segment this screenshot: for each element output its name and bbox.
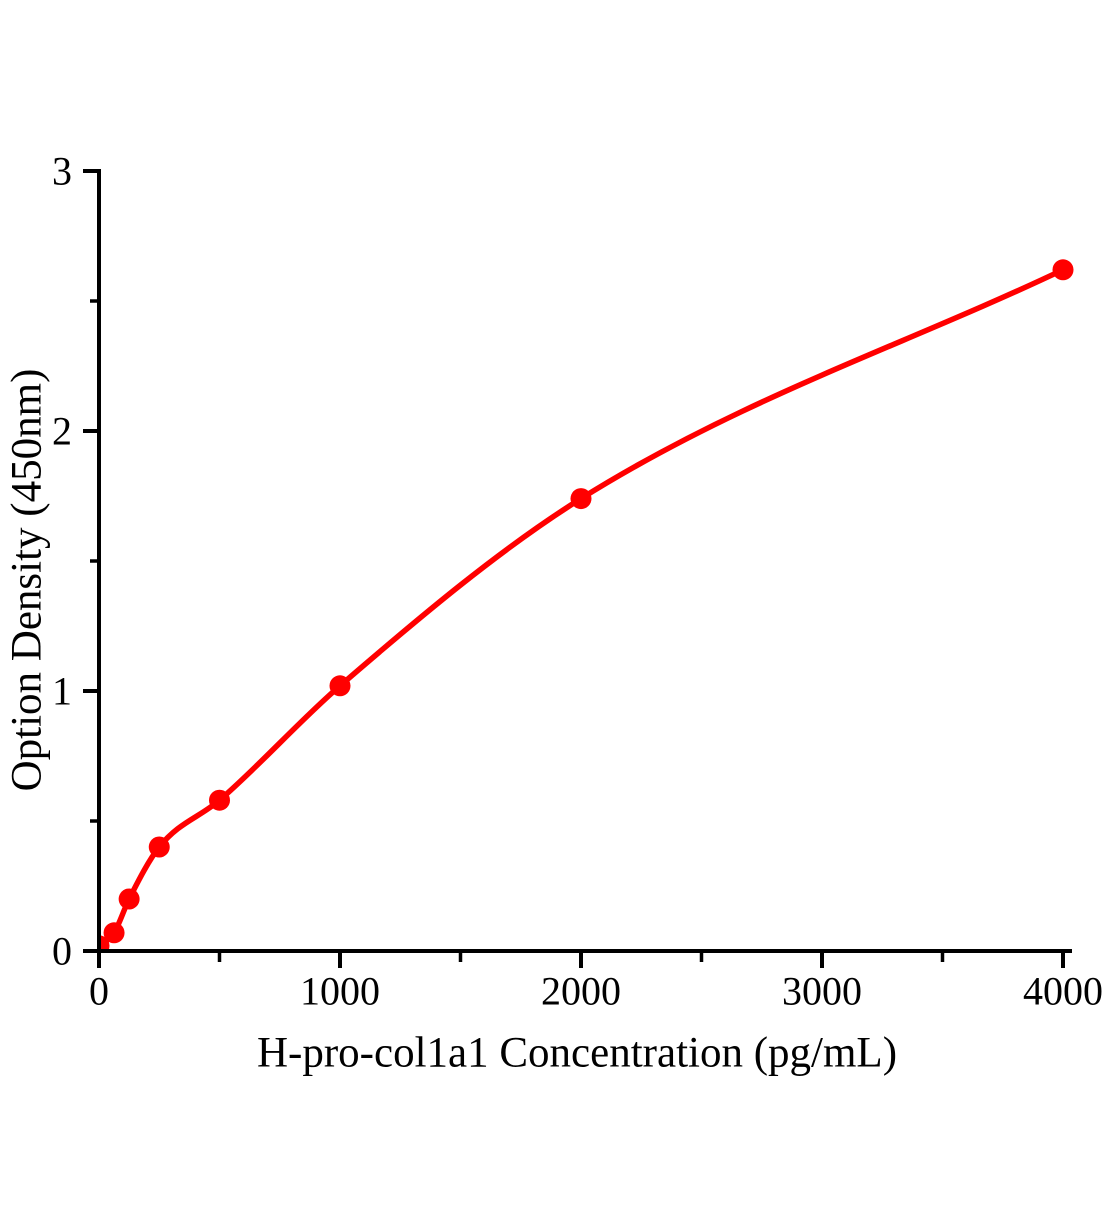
data-point-marker: [209, 789, 230, 811]
y-tick-label: 0: [52, 929, 72, 974]
x-axis-title: H-pro-col1a1 Concentration (pg/mL): [257, 1030, 897, 1077]
axes: [97, 169, 1072, 953]
y-axis-title: Option Density (450nm): [4, 369, 51, 792]
x-tick-label: 0: [89, 969, 109, 1014]
data-point-marker: [1052, 259, 1074, 281]
tick-labels: 0 1000 2000 3000 4000 0 1 2 3: [52, 149, 1103, 1014]
data-point-marker: [118, 888, 140, 910]
x-tick-label: 3000: [782, 969, 862, 1014]
data-point-marker: [329, 675, 351, 697]
data-point-marker: [570, 488, 592, 510]
data-point-marker: [148, 836, 170, 858]
x-tick-label: 1000: [300, 969, 380, 1014]
y-tick-label: 3: [52, 149, 72, 194]
standard-curve-line: [99, 267, 1066, 949]
x-tick-label: 4000: [1023, 969, 1103, 1014]
tick-marks: [83, 169, 1065, 968]
y-tick-label: 2: [52, 409, 72, 454]
plot-area: [99, 259, 1074, 951]
x-tick-label: 2000: [541, 969, 621, 1014]
data-point-marker: [103, 922, 125, 944]
y-tick-label: 1: [52, 669, 72, 714]
